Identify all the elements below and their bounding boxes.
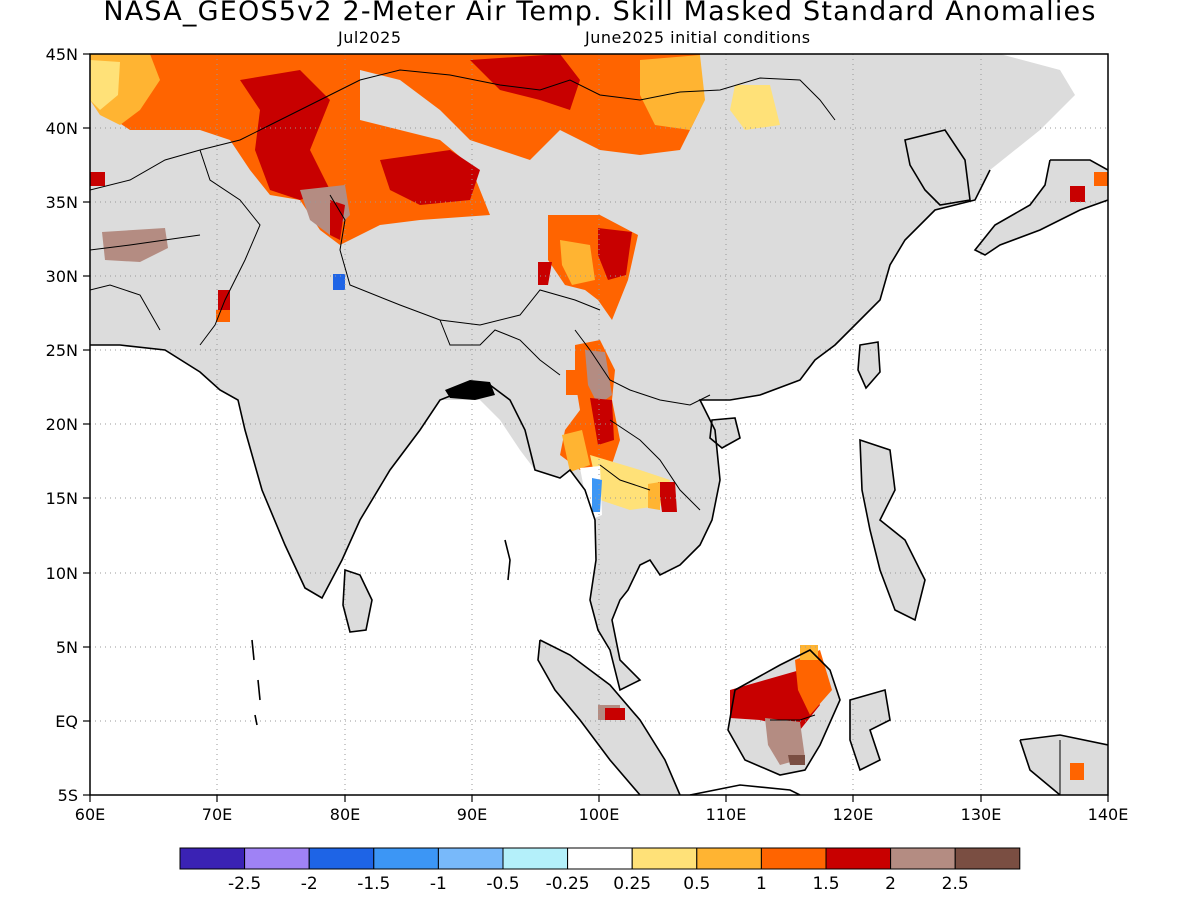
colorbar-swatch [760,847,827,870]
colorbar-label: 0.25 [613,874,651,894]
colorbar-swatch [373,847,439,870]
x-tick-label: 140E [1088,805,1129,824]
y-tick-label: 25N [46,341,78,360]
colorbar-swatch [631,847,698,870]
colorbar-swatch [308,847,375,870]
colorbar-label: 0.5 [683,874,710,894]
x-ticks [89,795,1109,802]
x-tick-label: 80E [330,805,360,824]
y-tick-label: 5S [58,786,78,805]
colorbar-swatch [696,847,762,870]
map-plot-area [90,54,1108,795]
colorbar-label: 2.5 [942,874,969,894]
y-tick-label: 10N [46,564,78,583]
y-tick-label: 45N [46,45,78,64]
colorbar-swatch [954,847,1021,870]
y-tick-label: 40N [46,119,78,138]
colorbar-swatch [179,847,246,870]
colorbar-label: 1 [756,874,767,894]
colorbar-swatch [244,847,310,870]
x-tick-label: 120E [833,805,874,824]
colorbar-label: 2 [885,874,896,894]
x-tick-label: 130E [961,805,1002,824]
x-tick-label: 70E [202,805,232,824]
y-tick-label: 5N [56,638,78,657]
x-tick-labels: 60E 70E 80E 90E 100E 110E 120E 130E 140E [75,805,1129,824]
colorbar-label: -2 [301,874,318,894]
y-tick-label: 20N [46,415,78,434]
coastlines [90,129,1108,795]
y-tick-label: 15N [46,489,78,508]
forecast-month: Jul2025 [338,28,402,47]
colorbar-label: -0.25 [546,874,590,894]
colorbar-swatch [825,847,892,870]
anomaly-patches [90,54,1108,780]
gridlines [90,54,1108,795]
x-tick-label: 60E [75,805,105,824]
x-tick-label: 90E [457,805,487,824]
y-tick-label: 30N [46,267,78,286]
y-ticks [83,53,90,796]
y-tick-label: EQ [55,712,78,731]
y-tick-labels: 5S EQ 5N 10N 15N 20N 25N 30N 35N 40N 45N [46,45,78,805]
colorbar-swatch [567,847,633,870]
chart-title: NASA_GEOS5v2 2-Meter Air Temp. Skill Mas… [103,0,1097,27]
colorbar-label: 1.5 [812,874,839,894]
colorbar-labels: -2.5 -2 -1.5 -1 -0.5 -0.25 0.25 0.5 1 1.5 2 2.5 [228,874,969,894]
x-tick-label: 110E [706,805,747,824]
initial-conditions-label: June2025 initial conditions [585,28,811,47]
colorbar-label: -0.5 [486,874,519,894]
colorbar-label: -2.5 [228,874,261,894]
y-tick-label: 35N [46,193,78,212]
country-borders [90,69,1061,795]
colorbar-swatch [502,847,569,870]
colorbar-swatch [890,847,956,870]
colorbar-label: -1 [430,874,447,894]
ganges-delta [445,380,495,400]
x-tick-label: 100E [579,805,620,824]
colorbar [179,847,1021,870]
colorbar-swatch [437,847,504,870]
colorbar-label: -1.5 [357,874,390,894]
